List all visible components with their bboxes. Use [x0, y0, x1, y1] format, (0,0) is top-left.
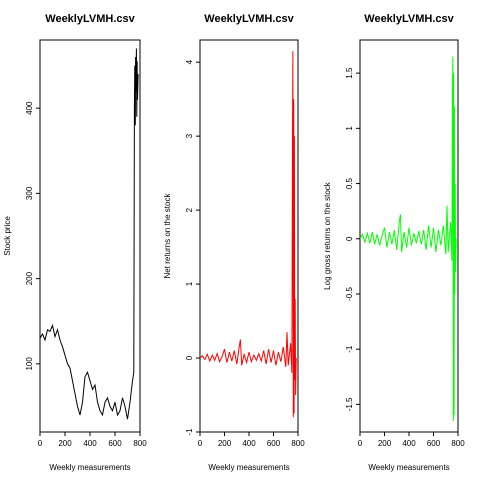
x-axis-label: Weekly measurements — [49, 463, 130, 472]
y-tick-label: 200 — [25, 271, 34, 285]
y-tick-label: -1 — [185, 428, 194, 436]
plot-frame — [199, 39, 299, 433]
panel-log-gross-returns: WeeklyLVMH.csv 0 200 400 600 800 Weekly measur… — [323, 13, 465, 472]
y-axis-label: Net returns on the stock — [163, 193, 172, 279]
y-tick-label: 1.5 — [345, 67, 354, 79]
y-tick-label: 300 — [25, 186, 34, 200]
x-tick-label: 600 — [267, 439, 281, 448]
x-tick-label: 600 — [108, 439, 122, 448]
chart-title: WeeklyLVMH.csv — [364, 13, 454, 25]
y-tick-label: 3 — [185, 133, 194, 138]
chart-title: WeeklyLVMH.csv — [204, 13, 294, 25]
x-tick-label: 0 — [38, 439, 43, 448]
x-tick-label: 200 — [378, 439, 392, 448]
y-axis-label: Stock price — [3, 216, 12, 256]
chart-title: WeeklyLVMH.csv — [45, 13, 135, 25]
y-tick-label: -0.5 — [345, 287, 354, 301]
x-tick-label: 400 — [402, 439, 416, 448]
panel-net-returns: WeeklyLVMH.csv 0 200 400 600 800 Weekly measur… — [163, 13, 305, 472]
x-tick-label: 600 — [427, 439, 441, 448]
y-tick-label: -1.5 — [345, 397, 354, 411]
x-tick-label: 0 — [198, 439, 203, 448]
plot-frame — [39, 39, 141, 433]
y-tick-label: -1 — [345, 345, 354, 353]
y-tick-label: 0.5 — [345, 177, 354, 189]
x-tick-label: 800 — [133, 439, 147, 448]
x-tick-label: 200 — [218, 439, 232, 448]
y-tick-label: 1 — [345, 126, 354, 131]
y-tick-label: 2 — [185, 207, 194, 212]
series-line — [39, 48, 139, 420]
y-tick-label: 100 — [25, 357, 34, 371]
x-tick-label: 0 — [358, 439, 363, 448]
y-tick-label: 400 — [25, 101, 34, 115]
y-tick-label: 0 — [185, 355, 194, 360]
series-line — [359, 56, 457, 422]
x-tick-label: 800 — [451, 439, 465, 448]
x-tick-label: 200 — [58, 439, 72, 448]
series-line — [199, 51, 297, 418]
y-tick-label: 0 — [345, 236, 354, 241]
plot-frame — [359, 39, 459, 433]
y-tick-label: 1 — [185, 281, 194, 286]
x-tick-label: 400 — [83, 439, 97, 448]
y-tick-label: 4 — [185, 59, 194, 64]
panel-stock-price: WeeklyLVMH.csv 0 200 400 600 800 Weekly measur… — [3, 13, 147, 472]
x-tick-label: 400 — [242, 439, 256, 448]
y-axis-label: Log gross returns on the stock — [323, 181, 332, 290]
x-axis-label: Weekly measurements — [368, 463, 449, 472]
x-tick-label: 800 — [291, 439, 305, 448]
x-axis-label: Weekly measurements — [208, 463, 289, 472]
